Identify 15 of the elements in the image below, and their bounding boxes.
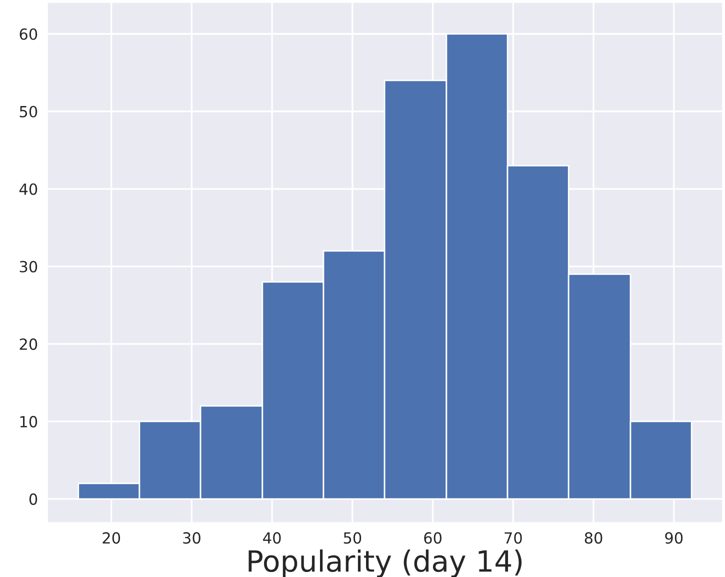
x-tick-label: 50 — [344, 532, 362, 544]
x-tick-label: 60 — [424, 532, 442, 544]
x-tick-label: 30 — [183, 532, 200, 544]
x-tick-label: 20 — [102, 532, 120, 544]
y-tick-label: 40 — [19, 183, 38, 195]
y-tick-label: 10 — [20, 416, 38, 428]
y-tick-label: 60 — [20, 28, 38, 40]
x-tick-label: 70 — [504, 532, 522, 544]
y-tick-label: 20 — [20, 338, 38, 350]
x-tick-label: 40 — [263, 532, 281, 544]
y-tick-label: 30 — [20, 260, 38, 272]
y-tick-label: 0 — [29, 493, 38, 505]
x-tick-label: 80 — [584, 532, 602, 544]
y-tick-label: 50 — [20, 106, 38, 118]
x-tick-label: 90 — [665, 532, 683, 544]
